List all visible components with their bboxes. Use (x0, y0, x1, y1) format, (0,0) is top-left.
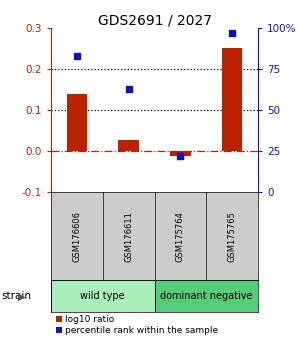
Bar (170, 151, 191, 156)
Bar (154, 280, 258, 312)
Legend: log10 ratio, percentile rank within the sample: log10 ratio, percentile rank within the … (56, 315, 219, 335)
Title: GDS2691 / 2027: GDS2691 / 2027 (98, 13, 212, 27)
Text: strain: strain (2, 291, 31, 301)
Bar (222, 47, 242, 151)
Bar (118, 140, 139, 151)
Text: dominant negative: dominant negative (160, 291, 253, 301)
Text: wild type: wild type (80, 291, 125, 301)
Text: GSM175764: GSM175764 (176, 211, 185, 262)
Bar (67, 94, 87, 151)
Bar (51, 280, 154, 312)
Text: GSM176606: GSM176606 (72, 211, 81, 262)
Text: GSM175765: GSM175765 (228, 211, 237, 262)
Text: ▶: ▶ (18, 291, 26, 301)
Text: GSM176611: GSM176611 (124, 211, 133, 262)
